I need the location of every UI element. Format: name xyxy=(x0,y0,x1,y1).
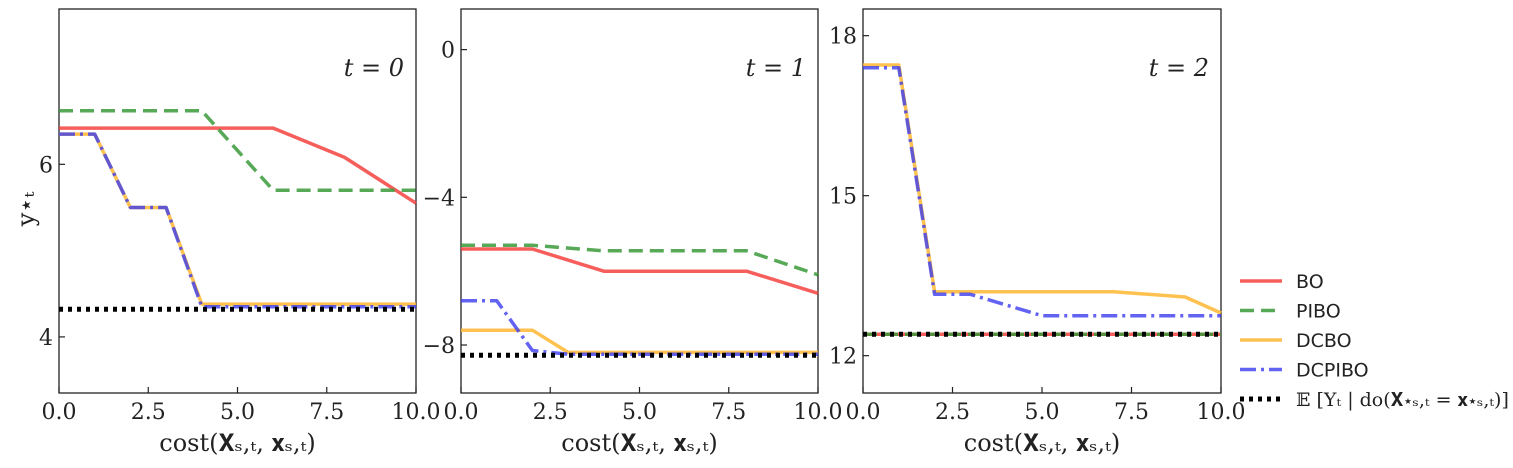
y-tick-label: 15 xyxy=(829,185,857,210)
subplot-2: 0.0 2.5 5.0 7.5 10.0 12 15 18 t = 2 cost(𝐗ₛ,ₜ, 𝐱ₛ… xyxy=(829,8,1246,457)
series-line-dcbo xyxy=(863,63,1222,315)
series-line-dcbo xyxy=(461,328,818,355)
series-line-pibo xyxy=(461,243,819,277)
time-annotation: t = 2 xyxy=(1149,54,1209,82)
y-axis-label: y⋆ₜ xyxy=(12,192,40,228)
x-axis-label: cost(𝐗ₛ,ₜ, 𝐱ₛ,ₜ) xyxy=(964,429,1120,457)
legend-item-dcpibo: DCPIBO xyxy=(1240,360,1369,382)
y-tick-label: 12 xyxy=(829,345,857,370)
x-axis-label: cost(𝐗ₛ,ₜ, 𝐱ₛ,ₜ) xyxy=(561,429,717,457)
subplot-1: 0.0 2.5 5.0 7.5 10.0 0 −4 −8 t = 1 cost(𝐗ₛ,ₜ, 𝐱ₛ,… xyxy=(423,8,843,457)
y-tick-label: 4 xyxy=(39,326,53,351)
x-tick-label: 5.0 xyxy=(622,400,657,425)
series-line-dcpibo xyxy=(863,65,1221,318)
time-annotation: t = 0 xyxy=(344,54,404,82)
y-tick-label: 6 xyxy=(39,153,53,178)
y-tick-label: −8 xyxy=(423,334,455,359)
x-tick-label: 2.5 xyxy=(131,400,166,425)
x-tick-label: 0.0 xyxy=(444,400,479,425)
subplot-0: 0.0 2.5 5.0 7.5 10.0 4 6 t = 0 cost(𝐗ₛ,ₜ, 𝐱ₛ,ₜ) y… xyxy=(12,8,441,457)
legend: BO PIBO DCBO DCPIBO 𝔼 [Yₜ | do(𝐗⋆ₛ,ₜ = 𝐱⋆ₛ,ₜ… xyxy=(1240,271,1509,411)
legend-item-expectation: 𝔼 [Yₜ | do(𝐗⋆ₛ,ₜ = 𝐱⋆ₛ,ₜ)] xyxy=(1240,389,1509,411)
x-tick-label: 10.0 xyxy=(1197,400,1246,425)
y-tick-label: 0 xyxy=(441,39,455,64)
series-line-dcbo xyxy=(59,132,416,306)
legend-item-bo: BO xyxy=(1240,271,1324,293)
x-tick-label: 7.5 xyxy=(1114,400,1149,425)
legend-label: DCPIBO xyxy=(1296,360,1369,382)
x-tick-label: 10.0 xyxy=(794,400,843,425)
x-tick-label: 0.0 xyxy=(42,400,77,425)
series-line-dcpibo xyxy=(461,298,818,356)
x-tick-label: 0.0 xyxy=(846,400,881,425)
y-tick-label: 18 xyxy=(829,25,857,50)
y-tick-label: −4 xyxy=(423,186,455,211)
legend-item-pibo: PIBO xyxy=(1240,301,1341,323)
x-axis-label: cost(𝐗ₛ,ₜ, 𝐱ₛ,ₜ) xyxy=(159,429,315,457)
x-tick-label: 10.0 xyxy=(392,400,441,425)
series-line-bo xyxy=(461,247,819,295)
x-tick-label: 2.5 xyxy=(935,400,970,425)
time-annotation: t = 1 xyxy=(746,54,806,82)
x-tick-label: 7.5 xyxy=(711,400,746,425)
x-tick-label: 5.0 xyxy=(1025,400,1060,425)
series-line-pibo xyxy=(59,109,416,192)
legend-label: DCBO xyxy=(1296,330,1352,352)
legend-label: 𝔼 [Yₜ | do(𝐗⋆ₛ,ₜ = 𝐱⋆ₛ,ₜ)] xyxy=(1296,389,1509,411)
legend-item-dcbo: DCBO xyxy=(1240,330,1352,352)
legend-label: BO xyxy=(1296,271,1324,293)
series-line-dcpibo xyxy=(59,132,416,309)
legend-label: PIBO xyxy=(1296,301,1341,323)
x-tick-label: 2.5 xyxy=(533,400,568,425)
x-tick-label: 5.0 xyxy=(220,400,255,425)
x-tick-label: 7.5 xyxy=(309,400,344,425)
chart-panels: 0.0 2.5 5.0 7.5 10.0 4 6 t = 0 cost(𝐗ₛ,ₜ, 𝐱ₛ,ₜ) y… xyxy=(12,8,1246,457)
series-line-bo xyxy=(59,126,417,205)
